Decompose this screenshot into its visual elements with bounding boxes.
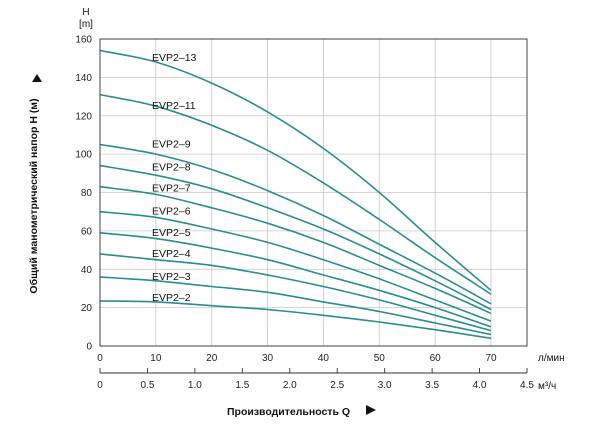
x-tick-m3h-label: 3.0	[378, 380, 392, 391]
curve-evp2-3	[99, 276, 492, 336]
x-axis-m3h: 0 0.5 1.0 1.5 2.0 2.5 3.0 3.5 4.0 4.5	[97, 368, 534, 391]
y-unit-top: H	[82, 7, 89, 18]
curve-label-evp2-8: EVP2–8	[152, 162, 191, 174]
x-axis-title: Производительность Q	[227, 406, 350, 418]
performance-curves	[99, 49, 492, 340]
y-tick-label: 100	[75, 150, 92, 161]
curve-label-evp2-3: EVP2–3	[152, 271, 191, 283]
x-tick-lpm-label: 40	[318, 353, 330, 364]
x-axis-lpm-ticks: 0 10 20 30 40 50 60 70	[97, 353, 497, 364]
curve-evp2-4	[99, 253, 492, 332]
x-unit-m3h: м³/ч	[538, 381, 556, 392]
plot-frame	[99, 38, 528, 347]
curve-label-evp2-13: EVP2–13	[152, 52, 197, 64]
curve-evp2-11	[99, 93, 492, 295]
curve-evp2-8	[99, 164, 492, 311]
x-tick-m3h-label: 2.5	[330, 380, 344, 391]
x-tick-lpm-label: 70	[485, 353, 497, 364]
curve-label-evp2-5: EVP2–5	[152, 227, 191, 239]
x-tick-lpm-label: 10	[150, 353, 162, 364]
y-axis-arrow-icon	[32, 74, 42, 82]
y-tick-label: 60	[81, 226, 93, 237]
plot-border	[99, 38, 528, 347]
x-tick-m3h-label: 3.5	[425, 380, 439, 391]
x-tick-m3h-label: 1.0	[188, 380, 202, 391]
x-tick-m3h-label: 2.0	[283, 380, 297, 391]
y-tick-label: 140	[75, 73, 92, 84]
x-tick-m3h-label: 1.5	[235, 380, 249, 391]
x-tick-m3h-label: 0	[97, 380, 103, 391]
x-axis-arrow-icon	[366, 405, 376, 415]
curve-evp2-9	[99, 143, 492, 305]
curve-label-evp2-6: EVP2–6	[152, 206, 191, 218]
x-tick-lpm-label: 50	[374, 353, 386, 364]
x-tick-lpm-label: 20	[206, 353, 218, 364]
curve-label-evp2-4: EVP2–4	[152, 248, 191, 260]
x-tick-m3h-label: 4.5	[520, 380, 534, 391]
y-tick-label: 20	[81, 303, 93, 314]
grid	[99, 38, 527, 347]
y-tick-label: 80	[81, 188, 93, 199]
curve-evp2-7	[99, 185, 492, 315]
x-tick-m3h-label: 0.5	[140, 380, 154, 391]
y-tick-label: 160	[75, 35, 92, 46]
curve-evp2-6	[99, 210, 492, 322]
y-tick-label: 0	[86, 342, 92, 353]
y-unit-bottom: [m]	[79, 19, 93, 30]
y-axis-ticks: 0 20 40 60 80 100 120 140 160	[75, 35, 92, 353]
y-axis-title: Общий манометрический напор H (м)	[28, 98, 40, 293]
curve-evp2-13	[99, 49, 492, 292]
y-tick-label: 120	[75, 111, 92, 122]
curve-evp2-5	[99, 232, 492, 328]
x-tick-lpm-label: 60	[430, 353, 442, 364]
x-tick-lpm-label: 0	[97, 353, 103, 364]
curve-label-evp2-9: EVP2–9	[152, 139, 191, 151]
curve-labels: EVP2–13 EVP2–11 EVP2–9 EVP2–8 EVP2–7 EVP2–6 EV…	[152, 52, 197, 304]
curve-label-evp2-2: EVP2–2	[152, 292, 191, 304]
curve-label-evp2-7: EVP2–7	[152, 183, 191, 195]
x-unit-lpm: л/мин	[538, 353, 565, 364]
y-tick-label: 40	[81, 265, 93, 276]
curve-evp2-2	[99, 300, 492, 340]
x-tick-m3h-label: 4.0	[473, 380, 487, 391]
curve-label-evp2-11: EVP2–11	[152, 100, 196, 112]
x-tick-lpm-label: 30	[262, 353, 274, 364]
